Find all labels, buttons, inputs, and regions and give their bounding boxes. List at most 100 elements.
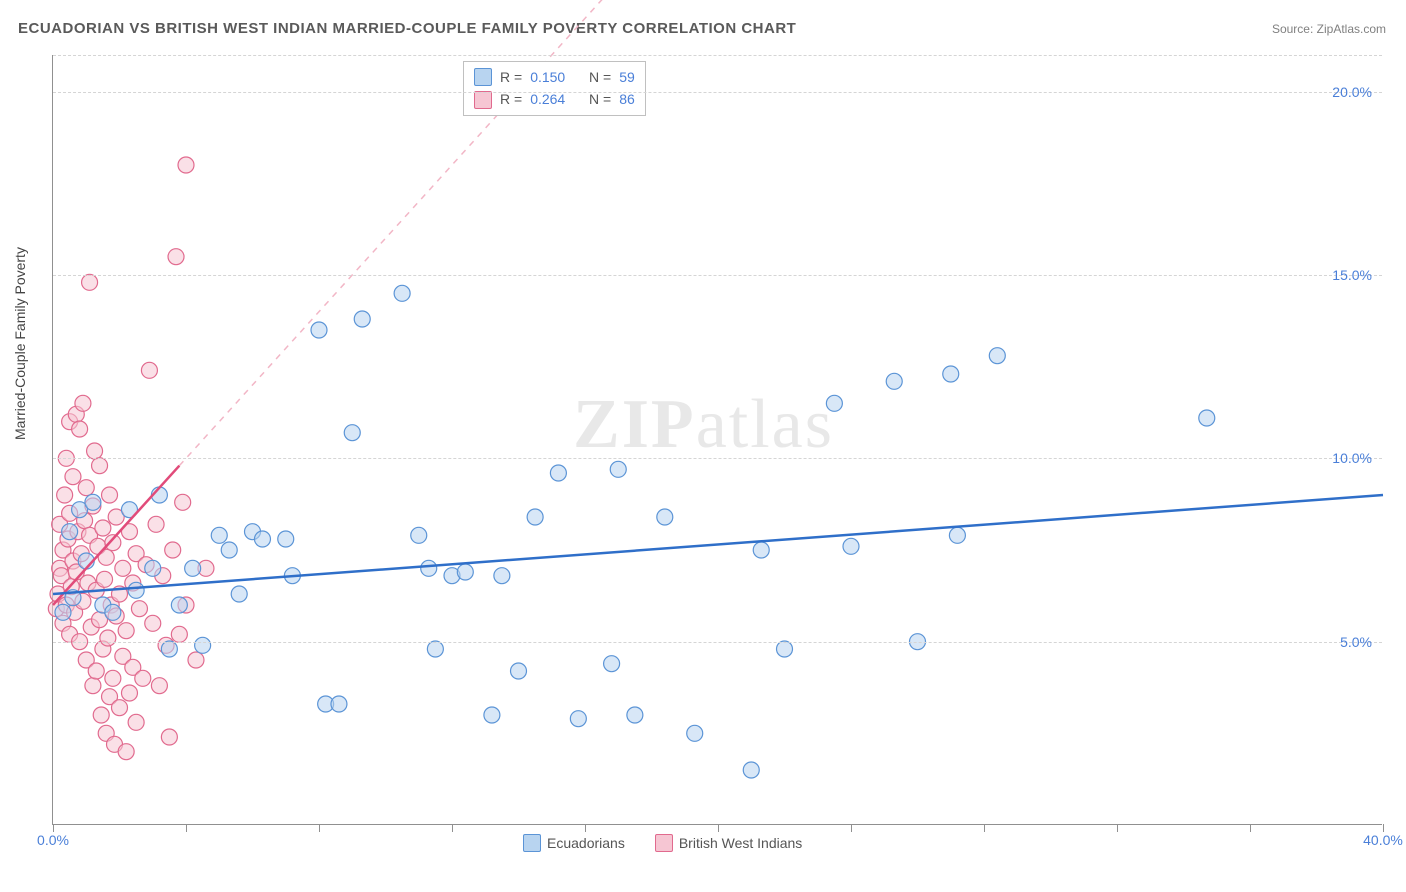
data-point [175, 494, 191, 510]
n-label: N = [589, 66, 611, 88]
data-point [128, 714, 144, 730]
data-point [484, 707, 500, 723]
data-point [494, 568, 510, 584]
data-point [171, 626, 187, 642]
data-point [627, 707, 643, 723]
data-point [105, 604, 121, 620]
data-point [121, 685, 137, 701]
data-point [145, 615, 161, 631]
data-point [135, 670, 151, 686]
data-point [112, 700, 128, 716]
data-point [78, 480, 94, 496]
gridline [53, 642, 1382, 643]
data-point [394, 285, 410, 301]
data-point [161, 641, 177, 657]
legend-row-1: R = 0.150 N = 59 [474, 66, 635, 88]
data-point [75, 395, 91, 411]
data-point [777, 641, 793, 657]
x-tick [1117, 824, 1118, 832]
data-point [185, 560, 201, 576]
y-tick-label: 5.0% [1340, 634, 1372, 650]
plot-area: ZIPatlas R = 0.150 N = 59 R = 0.264 N = … [52, 55, 1382, 825]
data-point [88, 663, 104, 679]
data-point [1199, 410, 1215, 426]
data-point [115, 560, 131, 576]
data-point [161, 729, 177, 745]
data-point [344, 425, 360, 441]
data-point [85, 494, 101, 510]
data-point [165, 542, 181, 558]
x-tick [718, 824, 719, 832]
data-point [95, 520, 111, 536]
data-point [527, 509, 543, 525]
data-point [743, 762, 759, 778]
x-tick [1250, 824, 1251, 832]
data-point [178, 157, 194, 173]
data-point [354, 311, 370, 327]
data-point [148, 516, 164, 532]
data-point [93, 707, 109, 723]
data-point [843, 538, 859, 554]
data-point [753, 542, 769, 558]
r-label: R = [500, 66, 522, 88]
gridline [53, 275, 1382, 276]
y-tick-label: 20.0% [1332, 84, 1372, 100]
x-tick [452, 824, 453, 832]
legend-item-bwi: British West Indians [655, 834, 802, 852]
data-point [411, 527, 427, 543]
x-tick-label: 0.0% [37, 832, 69, 848]
data-point [151, 678, 167, 694]
n-value-1: 59 [619, 66, 635, 88]
chart-title: ECUADORIAN VS BRITISH WEST INDIAN MARRIE… [18, 20, 796, 37]
data-point [171, 597, 187, 613]
data-point [82, 274, 98, 290]
data-point [231, 586, 247, 602]
x-tick [53, 824, 54, 832]
swatch-ecuadorians [474, 68, 492, 86]
x-tick [319, 824, 320, 832]
legend-label-1: Ecuadorians [547, 835, 625, 851]
gridline [53, 458, 1382, 459]
data-point [570, 711, 586, 727]
data-point [989, 348, 1005, 364]
correlation-legend: R = 0.150 N = 59 R = 0.264 N = 86 [463, 61, 646, 116]
data-point [85, 678, 101, 694]
data-point [604, 656, 620, 672]
data-point [687, 725, 703, 741]
data-point [105, 670, 121, 686]
swatch-bwi-bottom [655, 834, 673, 852]
data-point [102, 487, 118, 503]
r-value-1: 0.150 [530, 66, 565, 88]
data-point [457, 564, 473, 580]
y-tick-label: 15.0% [1332, 267, 1372, 283]
data-point [57, 487, 73, 503]
x-tick [984, 824, 985, 832]
data-point [550, 465, 566, 481]
data-point [141, 362, 157, 378]
swatch-ecuadorians-bottom [523, 834, 541, 852]
x-tick [186, 824, 187, 832]
data-point [97, 571, 113, 587]
data-point [188, 652, 204, 668]
x-tick [585, 824, 586, 832]
data-point [278, 531, 294, 547]
data-point [131, 601, 147, 617]
data-point [168, 249, 184, 265]
legend-item-ecuadorians: Ecuadorians [523, 834, 625, 852]
gridline [53, 55, 1382, 56]
data-point [657, 509, 673, 525]
data-point [92, 458, 108, 474]
data-point [87, 443, 103, 459]
x-tick [851, 824, 852, 832]
data-point [100, 630, 116, 646]
data-point [128, 582, 144, 598]
data-point [221, 542, 237, 558]
data-point [826, 395, 842, 411]
data-point [610, 461, 626, 477]
data-point [949, 527, 965, 543]
data-point [72, 421, 88, 437]
data-point [118, 744, 134, 760]
source-attribution: Source: ZipAtlas.com [1272, 22, 1386, 36]
data-point [943, 366, 959, 382]
legend-label-2: British West Indians [679, 835, 802, 851]
